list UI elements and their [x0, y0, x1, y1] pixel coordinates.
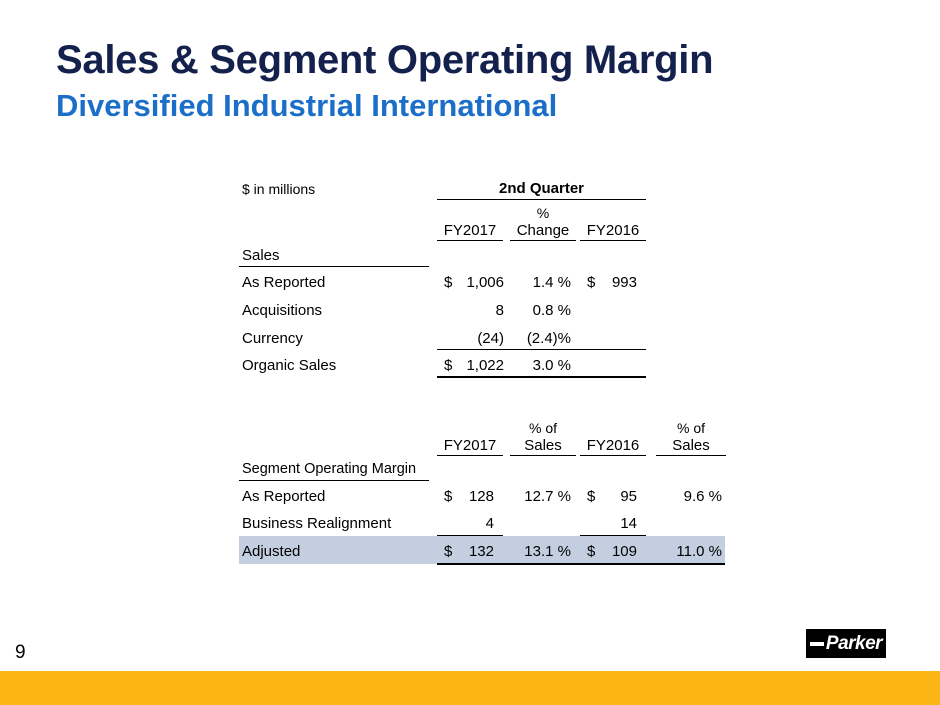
header-rule — [580, 455, 646, 456]
fy2017-value: (24) — [477, 330, 504, 347]
margin-col-fy2016: FY2016 — [586, 437, 640, 454]
adjusted-row-highlight — [239, 536, 725, 564]
fy2017-value: 128 — [468, 488, 494, 505]
header-rule — [437, 455, 503, 456]
pct-change-value: 3.0 % — [532, 357, 571, 374]
currency-symbol: $ — [587, 488, 596, 505]
sales-section-label: Sales — [242, 247, 280, 264]
section-rule — [239, 266, 429, 267]
pct-change-value: (2.4)% — [526, 330, 571, 347]
pct-of-sales-fy2017: 12.7 % — [524, 488, 571, 505]
fy2017-value: 132 — [468, 543, 494, 560]
fy2016-value: 993 — [611, 274, 637, 291]
subtotal-rule — [437, 349, 646, 350]
fy2016-value: 109 — [611, 543, 637, 560]
pct-change-label-bottom: Change — [516, 222, 570, 239]
header-rule — [510, 455, 576, 456]
currency-symbol: $ — [587, 274, 596, 291]
pct-change-label-top: % — [536, 205, 550, 221]
row-label: Acquisitions — [242, 302, 323, 319]
row-label: Business Realignment — [242, 515, 392, 532]
page-number: 9 — [15, 642, 26, 663]
row-label: Adjusted — [242, 543, 301, 560]
currency-symbol: $ — [444, 543, 453, 560]
row-label: As Reported — [242, 274, 326, 291]
header-rule — [437, 240, 503, 241]
currency-symbol: $ — [444, 488, 453, 505]
margin-section-label: Segment Operating Margin — [242, 461, 417, 477]
pct-change-value: 1.4 % — [532, 274, 571, 291]
row-label: Currency — [242, 330, 303, 347]
currency-symbol: $ — [587, 543, 596, 560]
header-rule — [510, 240, 576, 241]
row-label: Organic Sales — [242, 357, 337, 374]
subtotal-rule — [580, 535, 646, 536]
period-header: 2nd Quarter — [498, 180, 585, 197]
subtotal-rule — [437, 535, 503, 536]
pct-of-sales-fy2016: 11.0 % — [676, 543, 722, 560]
pct-change-value: 0.8 % — [532, 302, 571, 319]
pct-of-sales-label-top: % of — [676, 420, 705, 436]
sales-col-fy2016: FY2016 — [586, 222, 640, 239]
pct-of-sales-label-top: % of — [528, 420, 557, 436]
fy2017-value: 1,006 — [466, 274, 504, 291]
sales-col-fy2017: FY2017 — [443, 222, 497, 239]
currency-symbol: $ — [444, 357, 453, 374]
currency-symbol: $ — [444, 274, 453, 291]
period-header-rule — [437, 199, 646, 200]
fy2016-value: 14 — [620, 515, 637, 532]
section-rule — [239, 480, 429, 481]
header-rule — [656, 455, 726, 456]
total-rule — [437, 376, 646, 378]
slide-subtitle: Diversified Industrial International — [56, 88, 558, 123]
fy2017-value: 1,022 — [466, 357, 504, 374]
pct-of-sales-label-bottom: Sales — [524, 437, 562, 454]
logo-text: Parker — [825, 632, 883, 654]
fy2017-value: 8 — [495, 302, 504, 319]
parker-logo: Parker — [806, 629, 886, 658]
fy2017-value: 4 — [485, 515, 494, 532]
footer-accent-bar — [0, 671, 940, 705]
pct-of-sales-fy2016: 9.6 % — [683, 488, 722, 505]
total-rule — [437, 563, 725, 565]
fy2016-value: 95 — [620, 488, 637, 505]
pct-of-sales-fy2017: 13.1 % — [524, 543, 571, 560]
slide-title: Sales & Segment Operating Margin — [56, 38, 714, 82]
header-rule — [580, 240, 646, 241]
margin-col-fy2017: FY2017 — [443, 437, 497, 454]
units-label: $ in millions — [242, 181, 316, 197]
pct-of-sales-label-bottom: Sales — [672, 437, 710, 454]
row-label: As Reported — [242, 488, 326, 505]
